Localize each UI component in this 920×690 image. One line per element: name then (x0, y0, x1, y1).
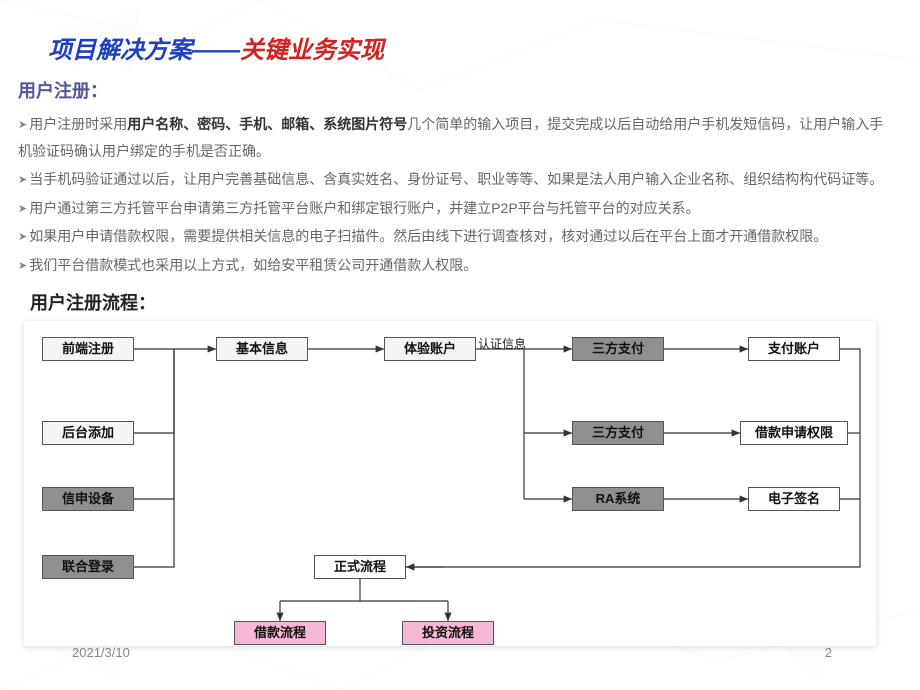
title-part-red: 关键业务实现 (240, 37, 384, 64)
node-esign: 电子签名 (748, 487, 840, 511)
slide-title: 项目解决方案——关键业务实现 (0, 0, 920, 65)
flowchart-connectors (24, 321, 876, 646)
node-ra-system: RA系统 (572, 487, 664, 511)
node-basic-info: 基本信息 (216, 337, 308, 361)
footer-date: 2021/3/10 (72, 645, 130, 660)
bullet-0: ➤用户注册时采用用户名称、密码、手机、邮箱、系统图片符号几个简单的输入项目，提交… (18, 111, 896, 164)
bullet-2: ➤用户通过第三方托管平台申请第三方托管平台账户和绑定银行账户，并建立P2P平台与… (18, 195, 896, 222)
bullet-icon: ➤ (18, 119, 27, 131)
bullet-icon: ➤ (18, 174, 27, 186)
footer-page-number: 2 (825, 645, 832, 660)
bullet-icon: ➤ (18, 260, 27, 272)
bullet-icon: ➤ (18, 231, 27, 243)
node-loan-flow: 借款流程 (234, 621, 326, 645)
node-thirdpay1: 三方支付 (572, 337, 664, 361)
node-trial-account: 体验账户 (384, 337, 476, 361)
node-loan-perm: 借款申请权限 (740, 421, 848, 445)
edge-label-auth: 认证信息 (478, 335, 526, 352)
node-union-login: 联合登录 (42, 555, 134, 579)
bullet-4: ➤我们平台借款模式也采用以上方式，如给安平租赁公司开通借款人权限。 (18, 252, 896, 279)
bullet-icon: ➤ (18, 203, 27, 215)
node-credit-dev: 信申设备 (42, 487, 134, 511)
bullet-3: ➤如果用户申请借款权限，需要提供相关信息的电子扫描件。然后由线下进行调查核对，核… (18, 223, 896, 250)
node-thirdpay2: 三方支付 (572, 421, 664, 445)
title-part-blue: 项目解决方案—— (48, 37, 240, 64)
node-invest-flow: 投资流程 (402, 621, 494, 645)
node-backend-add: 后台添加 (42, 421, 134, 445)
bullet-1: ➤当手机码验证通过以后，让用户完善基础信息、含真实姓名、身份证号、职业等等、如果… (18, 166, 896, 193)
flowchart: 认证信息 前端注册 基本信息 体验账户 三方支付 支付账户 后台添加 三方支付 … (24, 321, 876, 646)
user-reg-body: ➤用户注册时采用用户名称、密码、手机、邮箱、系统图片符号几个简单的输入项目，提交… (0, 103, 920, 279)
node-formal-flow: 正式流程 (314, 555, 406, 579)
node-frontend-reg: 前端注册 (42, 337, 134, 361)
node-pay-account: 支付账户 (748, 337, 840, 361)
section-heading-user-reg: 用户注册： (0, 65, 920, 103)
section-heading-flow: 用户注册流程： (0, 281, 920, 315)
